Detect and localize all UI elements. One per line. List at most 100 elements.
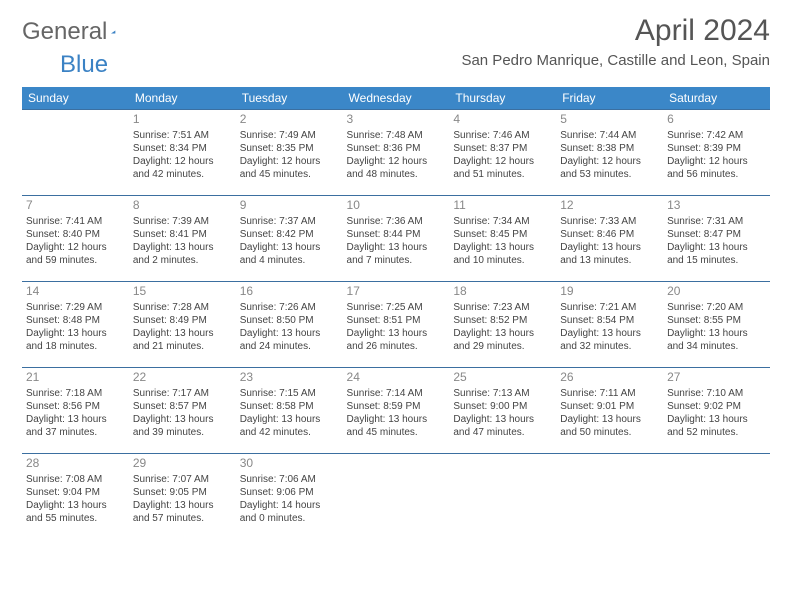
daylight-line: Daylight: 13 hours and 39 minutes. xyxy=(133,413,232,439)
daylight-line: Daylight: 12 hours and 51 minutes. xyxy=(453,155,552,181)
sunset-line: Sunset: 8:38 PM xyxy=(560,142,659,155)
calendar-cell: 29Sunrise: 7:07 AMSunset: 9:05 PMDayligh… xyxy=(129,454,236,540)
dow-saturday: Saturday xyxy=(663,87,770,110)
dow-tuesday: Tuesday xyxy=(236,87,343,110)
sunrise-line: Sunrise: 7:21 AM xyxy=(560,301,659,314)
day-number: 5 xyxy=(560,112,659,128)
sunset-line: Sunset: 8:41 PM xyxy=(133,228,232,241)
calendar-cell: 30Sunrise: 7:06 AMSunset: 9:06 PMDayligh… xyxy=(236,454,343,540)
logo-text-2: Blue xyxy=(22,51,108,79)
day-number: 30 xyxy=(240,456,339,472)
daylight-line: Daylight: 13 hours and 13 minutes. xyxy=(560,241,659,267)
sunrise-line: Sunrise: 7:37 AM xyxy=(240,215,339,228)
sunset-line: Sunset: 8:50 PM xyxy=(240,314,339,327)
calendar-body: 1Sunrise: 7:51 AMSunset: 8:34 PMDaylight… xyxy=(22,110,770,540)
calendar-cell xyxy=(663,454,770,540)
calendar-row: 7Sunrise: 7:41 AMSunset: 8:40 PMDaylight… xyxy=(22,196,770,282)
sunrise-line: Sunrise: 7:49 AM xyxy=(240,129,339,142)
day-number: 15 xyxy=(133,284,232,300)
dow-sunday: Sunday xyxy=(22,87,129,110)
day-number: 29 xyxy=(133,456,232,472)
calendar-cell: 28Sunrise: 7:08 AMSunset: 9:04 PMDayligh… xyxy=(22,454,129,540)
calendar-cell: 3Sunrise: 7:48 AMSunset: 8:36 PMDaylight… xyxy=(343,110,450,196)
sunset-line: Sunset: 8:49 PM xyxy=(133,314,232,327)
sunrise-line: Sunrise: 7:13 AM xyxy=(453,387,552,400)
day-number: 18 xyxy=(453,284,552,300)
daylight-line: Daylight: 14 hours and 0 minutes. xyxy=(240,499,339,525)
calendar-cell: 6Sunrise: 7:42 AMSunset: 8:39 PMDaylight… xyxy=(663,110,770,196)
sunrise-line: Sunrise: 7:44 AM xyxy=(560,129,659,142)
calendar-cell: 25Sunrise: 7:13 AMSunset: 9:00 PMDayligh… xyxy=(449,368,556,454)
sunset-line: Sunset: 8:47 PM xyxy=(667,228,766,241)
calendar-header-row: Sunday Monday Tuesday Wednesday Thursday… xyxy=(22,87,770,110)
sunrise-line: Sunrise: 7:29 AM xyxy=(26,301,125,314)
sunset-line: Sunset: 8:35 PM xyxy=(240,142,339,155)
calendar-cell: 15Sunrise: 7:28 AMSunset: 8:49 PMDayligh… xyxy=(129,282,236,368)
daylight-line: Daylight: 12 hours and 45 minutes. xyxy=(240,155,339,181)
calendar-cell: 14Sunrise: 7:29 AMSunset: 8:48 PMDayligh… xyxy=(22,282,129,368)
sunset-line: Sunset: 8:44 PM xyxy=(347,228,446,241)
sunrise-line: Sunrise: 7:31 AM xyxy=(667,215,766,228)
calendar-cell: 23Sunrise: 7:15 AMSunset: 8:58 PMDayligh… xyxy=(236,368,343,454)
sunset-line: Sunset: 8:45 PM xyxy=(453,228,552,241)
day-number: 16 xyxy=(240,284,339,300)
daylight-line: Daylight: 13 hours and 50 minutes. xyxy=(560,413,659,439)
day-number: 21 xyxy=(26,370,125,386)
day-number: 27 xyxy=(667,370,766,386)
day-number: 14 xyxy=(26,284,125,300)
day-number: 2 xyxy=(240,112,339,128)
sunrise-line: Sunrise: 7:25 AM xyxy=(347,301,446,314)
calendar-row: 1Sunrise: 7:51 AMSunset: 8:34 PMDaylight… xyxy=(22,110,770,196)
daylight-line: Daylight: 13 hours and 45 minutes. xyxy=(347,413,446,439)
calendar-cell: 16Sunrise: 7:26 AMSunset: 8:50 PMDayligh… xyxy=(236,282,343,368)
sunrise-line: Sunrise: 7:20 AM xyxy=(667,301,766,314)
sunset-line: Sunset: 9:05 PM xyxy=(133,486,232,499)
calendar-cell xyxy=(556,454,663,540)
sunset-line: Sunset: 8:46 PM xyxy=(560,228,659,241)
sunrise-line: Sunrise: 7:28 AM xyxy=(133,301,232,314)
daylight-line: Daylight: 12 hours and 59 minutes. xyxy=(26,241,125,267)
daylight-line: Daylight: 13 hours and 21 minutes. xyxy=(133,327,232,353)
day-number: 28 xyxy=(26,456,125,472)
day-number: 4 xyxy=(453,112,552,128)
daylight-line: Daylight: 13 hours and 7 minutes. xyxy=(347,241,446,267)
daylight-line: Daylight: 13 hours and 2 minutes. xyxy=(133,241,232,267)
sunrise-line: Sunrise: 7:08 AM xyxy=(26,473,125,486)
day-number: 11 xyxy=(453,198,552,214)
calendar-cell: 17Sunrise: 7:25 AMSunset: 8:51 PMDayligh… xyxy=(343,282,450,368)
daylight-line: Daylight: 13 hours and 34 minutes. xyxy=(667,327,766,353)
sunrise-line: Sunrise: 7:17 AM xyxy=(133,387,232,400)
calendar-cell: 18Sunrise: 7:23 AMSunset: 8:52 PMDayligh… xyxy=(449,282,556,368)
daylight-line: Daylight: 13 hours and 18 minutes. xyxy=(26,327,125,353)
daylight-line: Daylight: 13 hours and 32 minutes. xyxy=(560,327,659,353)
title-block: April 2024 San Pedro Manrique, Castille … xyxy=(461,14,770,69)
sunset-line: Sunset: 9:01 PM xyxy=(560,400,659,413)
day-number: 24 xyxy=(347,370,446,386)
sunrise-line: Sunrise: 7:14 AM xyxy=(347,387,446,400)
sunset-line: Sunset: 8:55 PM xyxy=(667,314,766,327)
calendar-cell: 13Sunrise: 7:31 AMSunset: 8:47 PMDayligh… xyxy=(663,196,770,282)
sunset-line: Sunset: 8:58 PM xyxy=(240,400,339,413)
sunset-line: Sunset: 8:37 PM xyxy=(453,142,552,155)
calendar-cell: 5Sunrise: 7:44 AMSunset: 8:38 PMDaylight… xyxy=(556,110,663,196)
daylight-line: Daylight: 13 hours and 4 minutes. xyxy=(240,241,339,267)
sunset-line: Sunset: 8:42 PM xyxy=(240,228,339,241)
sunset-line: Sunset: 9:00 PM xyxy=(453,400,552,413)
daylight-line: Daylight: 13 hours and 47 minutes. xyxy=(453,413,552,439)
sunset-line: Sunset: 8:39 PM xyxy=(667,142,766,155)
sunset-line: Sunset: 8:40 PM xyxy=(26,228,125,241)
sunrise-line: Sunrise: 7:33 AM xyxy=(560,215,659,228)
day-number: 1 xyxy=(133,112,232,128)
calendar-cell: 26Sunrise: 7:11 AMSunset: 9:01 PMDayligh… xyxy=(556,368,663,454)
calendar-cell: 22Sunrise: 7:17 AMSunset: 8:57 PMDayligh… xyxy=(129,368,236,454)
calendar-cell: 27Sunrise: 7:10 AMSunset: 9:02 PMDayligh… xyxy=(663,368,770,454)
sunrise-line: Sunrise: 7:42 AM xyxy=(667,129,766,142)
daylight-line: Daylight: 13 hours and 26 minutes. xyxy=(347,327,446,353)
sunrise-line: Sunrise: 7:36 AM xyxy=(347,215,446,228)
sunrise-line: Sunrise: 7:07 AM xyxy=(133,473,232,486)
calendar-cell: 12Sunrise: 7:33 AMSunset: 8:46 PMDayligh… xyxy=(556,196,663,282)
calendar-cell: 4Sunrise: 7:46 AMSunset: 8:37 PMDaylight… xyxy=(449,110,556,196)
day-number: 10 xyxy=(347,198,446,214)
daylight-line: Daylight: 12 hours and 48 minutes. xyxy=(347,155,446,181)
calendar-cell: 19Sunrise: 7:21 AMSunset: 8:54 PMDayligh… xyxy=(556,282,663,368)
